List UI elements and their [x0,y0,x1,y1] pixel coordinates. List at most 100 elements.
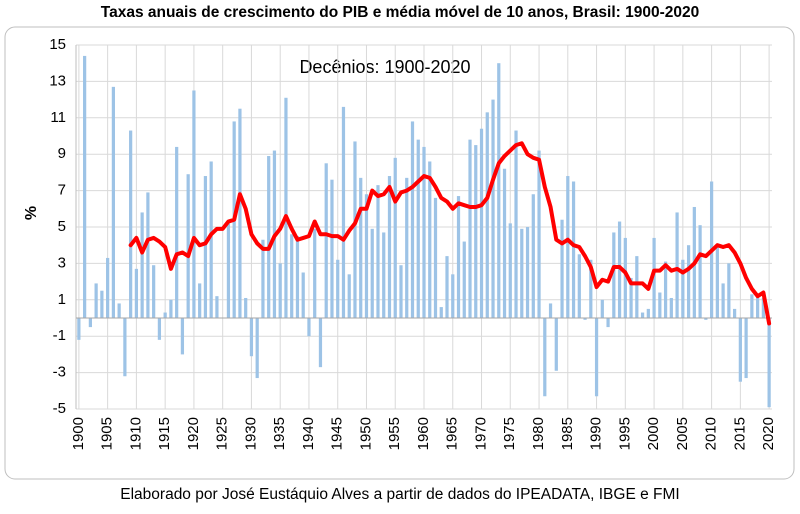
bar [537,150,541,318]
bar [192,90,196,318]
bar [106,257,110,318]
bar [456,196,461,318]
x-tick-label: 1915 [156,417,173,450]
x-tick-label: 2020 [760,417,777,450]
bar [393,157,397,318]
bar [117,303,121,318]
bar [341,106,346,318]
bar [577,254,581,318]
bar [180,318,185,355]
y-tick-label: -1 [53,327,66,344]
bar [744,318,748,379]
bar [560,219,564,318]
bar [318,318,323,368]
x-tick-label: 2010 [703,417,720,450]
bar [554,318,558,371]
x-tick-label: 1970 [472,417,489,450]
bar [387,176,392,318]
bar [474,145,478,318]
bar [583,318,587,320]
bar [428,161,432,318]
bar [750,294,754,318]
x-tick-label: 1980 [530,417,547,450]
bar [146,192,150,318]
bar [215,296,219,318]
bar [198,283,202,318]
bar [485,112,489,318]
bar [439,307,443,318]
bar [566,176,570,318]
bar [301,272,305,318]
y-tick-label: 1 [58,291,66,308]
bar [100,290,104,318]
bar [382,232,386,318]
bar [531,194,535,318]
bar [686,245,691,318]
footer: Elaborado por José Eustáquio Alves a par… [120,486,679,503]
bar [83,55,87,319]
bar [175,146,179,318]
x-tick-label: 1910 [127,417,144,450]
bar [715,245,719,318]
bar [738,318,742,382]
bar [733,308,737,318]
bar [600,299,604,318]
x-tick-label: 1900 [70,417,87,450]
bar [416,139,420,318]
y-tick-label: 5 [58,218,66,235]
bar [658,292,662,318]
bar [520,228,524,318]
x-tick-label: 1905 [99,417,116,450]
x-tick-label: 2015 [731,417,748,450]
bar [255,318,259,379]
bar [704,318,708,320]
y-tick-label: -5 [53,400,66,417]
bar [451,274,455,318]
x-tick-label: 2005 [674,417,691,450]
bar [249,318,254,357]
bar [640,312,645,318]
x-tick-label: 1930 [242,417,259,450]
bar [324,163,328,318]
bar [727,263,731,318]
bar [410,121,415,318]
bar [226,223,231,318]
x-tick-label: 1955 [386,417,403,450]
bar [698,225,702,318]
bar [635,256,639,318]
bar [123,318,127,377]
bar [169,299,173,318]
bar [163,312,167,318]
bar [721,283,725,318]
bar [336,259,340,318]
bar [313,228,317,318]
x-tick-label: 1945 [329,417,346,450]
bar [353,141,357,318]
bar [140,212,144,318]
x-tick-label: 1940 [300,417,317,450]
bar [756,294,760,318]
bar [267,156,271,318]
y-tick-label: 15 [49,36,66,53]
bar [669,297,673,318]
bar [284,97,288,318]
bar [203,176,208,318]
x-tick-label: 1950 [357,417,374,450]
bar [359,177,363,318]
bar [244,297,248,318]
x-tick-label: 2000 [645,417,662,450]
bar [479,128,484,318]
bar [767,318,771,408]
bar [543,318,547,397]
chart-title: Taxas anuais de crescimento do PIB e méd… [101,4,699,21]
bar [152,265,156,318]
bar [761,297,765,318]
bar [675,212,679,318]
bar [186,174,190,318]
x-tick-label: 1935 [271,417,288,450]
bar [370,228,374,318]
bar [612,232,616,318]
bar [209,161,213,318]
